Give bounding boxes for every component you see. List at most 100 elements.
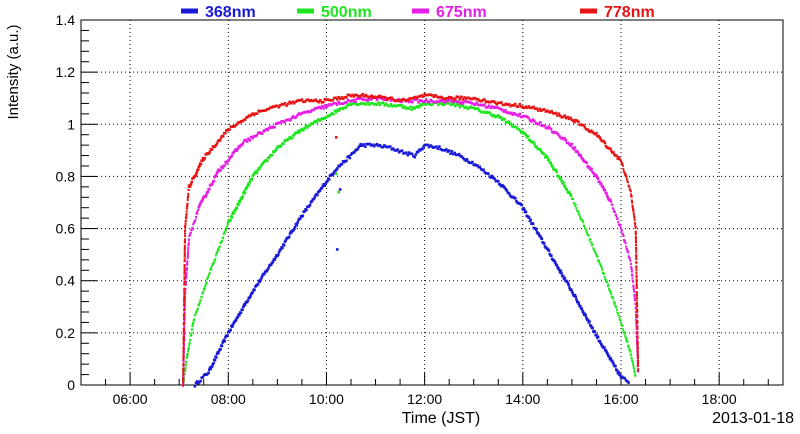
data-point [576,209,579,212]
data-point [356,148,359,151]
legend-label: 368nm [205,4,256,21]
data-point [191,325,194,328]
data-point [287,118,291,121]
y-tick-labels: 0 0.2 0.4 0.6 0.8 1 1.2 1.4 [56,12,76,393]
data-point [633,295,636,298]
data-point [357,97,360,100]
outlier-point [335,248,339,251]
data-point [593,173,596,176]
data-point [500,101,503,104]
data-point [388,104,391,108]
plot-frame [80,19,784,386]
data-point [187,249,190,252]
data-point [354,93,357,97]
data-point [437,100,440,104]
data-point [635,316,638,319]
series-368nm [193,142,630,388]
data-point [365,142,369,146]
data-point [300,112,304,115]
outlier-point [338,188,342,191]
data-point [604,278,607,281]
data-point [326,98,330,101]
data-point [624,334,627,337]
data-point [251,174,255,178]
data-point [335,103,339,106]
data-point [434,100,437,104]
data-point [338,107,342,111]
data-point [630,193,633,196]
data-point [459,154,462,158]
data-point [511,113,515,116]
data-point [625,337,628,340]
data-point [460,95,463,99]
data-point [215,356,218,359]
data-point [354,102,357,106]
data-point [429,98,433,102]
data-point [557,133,560,136]
data-point [392,104,396,107]
data-point [601,185,604,188]
data-point [288,100,291,104]
data-point [449,152,452,155]
data-point [182,376,185,379]
data-point [446,96,449,100]
data-point [183,283,186,286]
data-point [454,153,458,157]
data-point [405,151,408,155]
data-point [569,288,573,291]
data-point [467,160,470,164]
data-point [238,313,241,317]
data-point [586,318,590,322]
data-point [636,304,639,307]
data-point [192,223,195,226]
data-point [587,234,590,237]
x-tick-label: 12:00 [407,391,442,407]
data-point [580,307,584,311]
data-point [256,282,260,286]
data-point [336,108,339,112]
data-point [203,287,206,290]
data-point [182,344,185,347]
data-point [632,280,635,283]
data-point [289,118,292,122]
data-point [595,132,598,135]
data-point [464,97,468,100]
data-point [617,314,620,317]
data-point [192,319,195,322]
data-point [636,331,639,334]
legend: 368nm 500nm 675nm 778nm [181,4,655,21]
data-point [579,154,583,157]
data-point [400,149,404,152]
data-point [469,161,473,165]
data-point [247,137,250,141]
data-point [346,93,350,97]
data-point [512,111,516,115]
data-point [183,253,186,256]
data-point [509,122,513,126]
data-point [535,122,539,125]
data-point [444,98,448,102]
data-point [483,111,487,115]
data-point [509,111,513,115]
data-point [312,120,316,124]
data-point [286,118,289,122]
data-point [214,258,217,261]
data-point [450,96,454,100]
data-point [332,172,335,175]
data-point [363,145,367,148]
data-point [334,168,338,172]
data-point [426,100,430,103]
data-point [612,363,616,366]
data-point [183,240,186,243]
data-point [452,100,456,103]
data-point [472,96,476,100]
data-point [292,134,295,137]
data-point [312,99,316,102]
data-point [254,135,257,138]
data-point [517,127,521,131]
data-point [186,253,189,256]
data-point [243,191,247,195]
data-point [218,245,221,248]
data-point [584,314,588,317]
data-point [226,225,229,228]
